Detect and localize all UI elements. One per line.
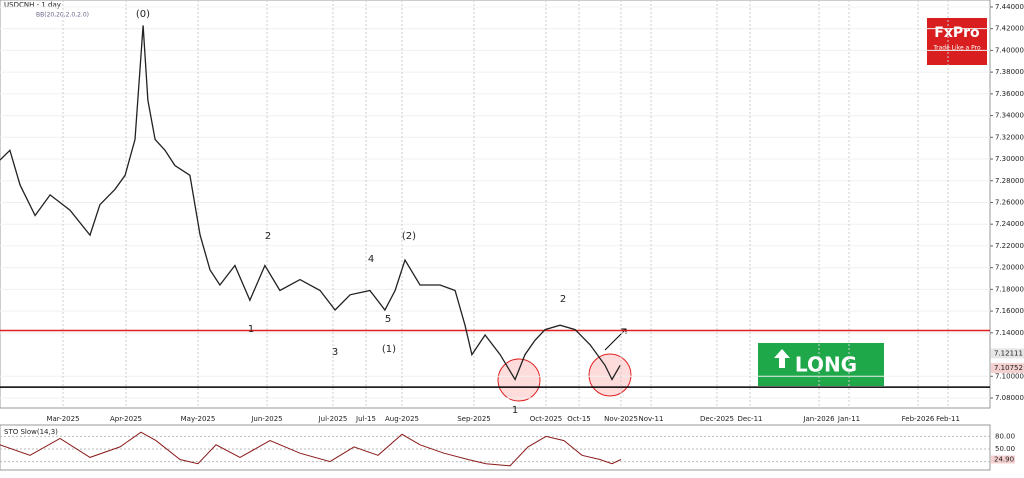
subtitle: BB(20,20,2.0,2.0) — [36, 12, 89, 19]
y-tick-label: 7.36000 — [995, 90, 1024, 98]
wave-label: (2) — [402, 231, 416, 242]
logo-tagline: Trade Like a Pro — [932, 45, 981, 52]
price-tag — [991, 348, 1024, 359]
x-tick-label: Nov-11 — [639, 415, 664, 423]
y-tick-label: 7.38000 — [995, 68, 1024, 76]
y-tick-label: 7.18000 — [995, 285, 1024, 293]
wave-label: 5 — [385, 314, 391, 325]
highlight-circle — [497, 358, 541, 402]
x-tick-label: Dec-11 — [738, 415, 763, 423]
y-tick-label: 7.40000 — [995, 46, 1024, 54]
x-tick-label: Oct-15 — [567, 415, 591, 423]
logo-name: FxPro — [934, 25, 980, 41]
wave-label: (1) — [382, 344, 396, 355]
y-tick-label: 7.28000 — [995, 177, 1024, 185]
y-tick-label: 7.34000 — [995, 112, 1024, 120]
wave-label: 1 — [248, 324, 254, 335]
wave-label: 2 — [560, 294, 566, 305]
y-tick-label: 7.26000 — [995, 198, 1024, 206]
wave-label: 2 — [265, 231, 271, 242]
x-tick-label: Apr-2025 — [110, 415, 142, 423]
y-tick-label: 7.22000 — [995, 242, 1024, 250]
y-tick-label: 7.20000 — [995, 264, 1024, 272]
wave-label: (0) — [136, 9, 150, 20]
logo — [927, 18, 987, 65]
x-tick-label: Aug-2025 — [385, 415, 419, 423]
plot-frame — [0, 0, 991, 409]
y-tick-label: 80.00 — [995, 432, 1015, 440]
x-tick-label: Oct-2025 — [530, 415, 562, 423]
price-line — [0, 25, 621, 381]
y-tick-label: 7.30000 — [995, 155, 1024, 163]
signal-text: LONG — [795, 353, 857, 377]
price-tag-label: 7.12111 — [994, 349, 1023, 357]
x-tick-label: Jan-2026 — [802, 415, 835, 423]
y-tick-label: 7.08000 — [995, 394, 1024, 402]
wave-label: 1 — [512, 405, 518, 416]
y-tick-label: 7.10000 — [995, 372, 1024, 380]
x-tick-label: Sep-2025 — [457, 415, 491, 423]
oscillator-title: STO Slow(14,3) — [4, 428, 58, 436]
y-tick-label: 7.24000 — [995, 220, 1024, 228]
price-tag-label: 7.10752 — [994, 364, 1023, 372]
x-tick-label: Jun-2025 — [250, 415, 282, 423]
up-arrow — [774, 349, 790, 368]
x-tick-label: Feb-11 — [936, 415, 960, 423]
x-tick-label: Mar-2025 — [46, 415, 79, 423]
y-tick-label: 7.44000 — [995, 3, 1024, 11]
wave-label: 3 — [332, 347, 338, 358]
x-tick-label: Jan-11 — [837, 415, 860, 423]
oscillator-frame — [0, 424, 991, 471]
x-tick-label: Nov-2025 — [604, 415, 638, 423]
x-tick-label: Jul-2025 — [318, 415, 348, 423]
price-tag — [991, 363, 1024, 374]
y-tick-label: 7.14000 — [995, 329, 1024, 337]
x-tick-label: Feb-2026 — [902, 415, 935, 423]
y-tick-label: 7.42000 — [995, 25, 1024, 33]
price-tag — [991, 455, 1015, 464]
x-tick-label: Jul-15 — [355, 415, 376, 423]
x-tick-label: Dec-2025 — [700, 415, 734, 423]
y-tick-label: 7.16000 — [995, 307, 1024, 315]
price-tag-label: 24.90 — [994, 456, 1014, 464]
x-tick-label: May-2025 — [181, 415, 216, 423]
chart-title: USDCNH - 1 day — [4, 1, 61, 9]
wave-label: 4 — [368, 254, 374, 265]
y-tick-label: 50.00 — [995, 445, 1015, 453]
oscillator-line — [0, 431, 622, 467]
y-tick-label: 7.32000 — [995, 133, 1024, 141]
